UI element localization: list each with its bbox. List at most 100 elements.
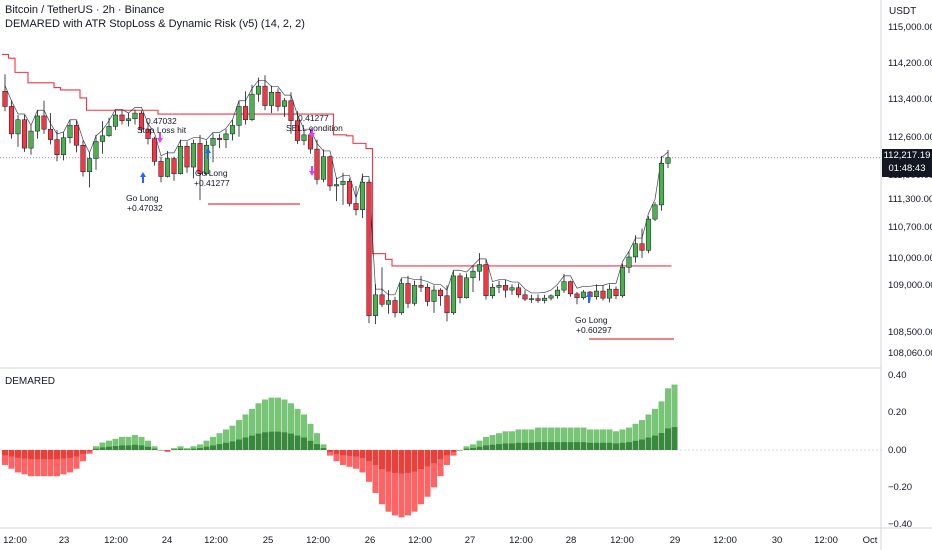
demared-bar (509, 431, 515, 450)
demared-bar (476, 440, 483, 450)
candle-body (93, 141, 99, 159)
demared-bar (671, 384, 678, 450)
demared-bar (151, 446, 158, 450)
price-tick: 111,800.00 (888, 170, 932, 181)
demared-bar (164, 450, 171, 452)
demared-bar (294, 408, 301, 450)
demared-bar (340, 450, 346, 465)
candle-body (34, 115, 41, 132)
demared-bar (606, 429, 613, 450)
candle-body (229, 125, 236, 135)
candle-body (2, 91, 8, 107)
candle-body (489, 287, 496, 297)
demared-core (632, 440, 639, 450)
indicator-tick: 0.20 (888, 407, 907, 418)
candle-body (567, 281, 574, 295)
demared-bar (301, 414, 307, 450)
candle-body (392, 300, 398, 314)
demared-bar (21, 450, 28, 475)
currency-unit[interactable]: USDT (889, 6, 917, 17)
demared-bar (379, 450, 385, 505)
sl-marker-icon (309, 128, 315, 138)
demared-bar (242, 414, 249, 450)
candle-body (658, 163, 665, 206)
candle-body (418, 285, 424, 288)
demared-bar (652, 408, 658, 450)
last-price: 112,217.19 (883, 150, 931, 161)
demared-core (489, 444, 496, 450)
time-tick: 12:00 (306, 535, 330, 546)
demared-core (21, 450, 28, 459)
time-tick: Oct (862, 535, 878, 546)
time-tick: 12:00 (610, 535, 634, 546)
candle-body (652, 204, 658, 220)
candle-body (41, 115, 47, 130)
indicator-pane-label[interactable]: DEMARED (5, 376, 56, 387)
demared-core (216, 444, 223, 450)
demared-core (554, 442, 561, 450)
demared-core (132, 444, 138, 450)
demared-core (171, 449, 177, 450)
demared-bar (645, 414, 652, 450)
demared-core (502, 443, 509, 450)
time-tick: 25 (262, 535, 274, 546)
candle-body (372, 294, 379, 316)
demared-core (99, 447, 106, 450)
time-tick: 28 (565, 535, 577, 546)
demared-core (73, 450, 80, 457)
demared-core (431, 450, 437, 464)
candle-body (411, 285, 418, 304)
indicator-tick: −0.40 (888, 519, 913, 530)
demared-core (444, 450, 450, 456)
demared-bar (470, 444, 476, 450)
candle-body (645, 218, 652, 251)
candle-body (47, 128, 54, 140)
candle-body (86, 158, 93, 173)
go-long-label: Go Long (575, 315, 608, 325)
candle-body (210, 137, 216, 146)
demared-bar (28, 450, 34, 477)
demared-bar (190, 446, 197, 450)
candle-body (164, 158, 171, 177)
demared-bar (333, 450, 340, 462)
symbol-title[interactable]: Bitcoin / TetherUS · 2h · Binance (5, 4, 165, 16)
go-long-value: +0.47032 (127, 203, 163, 213)
demared-core (665, 428, 671, 450)
candle-body (73, 125, 80, 146)
candle-body (249, 93, 255, 120)
demared-core (229, 441, 236, 450)
demared-bar (255, 403, 262, 450)
candle-body (119, 114, 125, 121)
sl-level-label: 0.47032 (146, 116, 177, 126)
demared-core (28, 450, 34, 460)
candle-body (340, 180, 346, 185)
demared-bar (132, 435, 138, 450)
demared-core (314, 444, 320, 450)
candle-body (171, 158, 177, 174)
demared-bar (138, 436, 145, 450)
candle-body (444, 295, 450, 314)
time-tick: 12:00 (814, 535, 838, 546)
candle-body (346, 180, 353, 204)
candle-body (314, 148, 320, 180)
demared-core (366, 450, 372, 462)
candle-body (255, 85, 262, 95)
indicator-title[interactable]: DEMARED with ATR StopLoss & Dynamic Risk… (5, 18, 305, 30)
candle-body (353, 203, 359, 210)
demared-bar (125, 436, 132, 450)
demared-bar (496, 433, 502, 450)
sl-level-label: 0.41277 (298, 113, 329, 123)
candle-body (60, 137, 67, 155)
candle-body (496, 285, 502, 288)
demared-bar (223, 429, 229, 450)
candle-body (242, 106, 249, 120)
bar-countdown: 01:48:43 (888, 163, 926, 174)
demared-bar (424, 450, 431, 497)
candle-body (184, 145, 190, 168)
demared-core (470, 448, 476, 450)
go-long-arrow-icon (205, 148, 211, 159)
candle-body (385, 300, 392, 305)
sl-marker-icon (157, 133, 163, 143)
